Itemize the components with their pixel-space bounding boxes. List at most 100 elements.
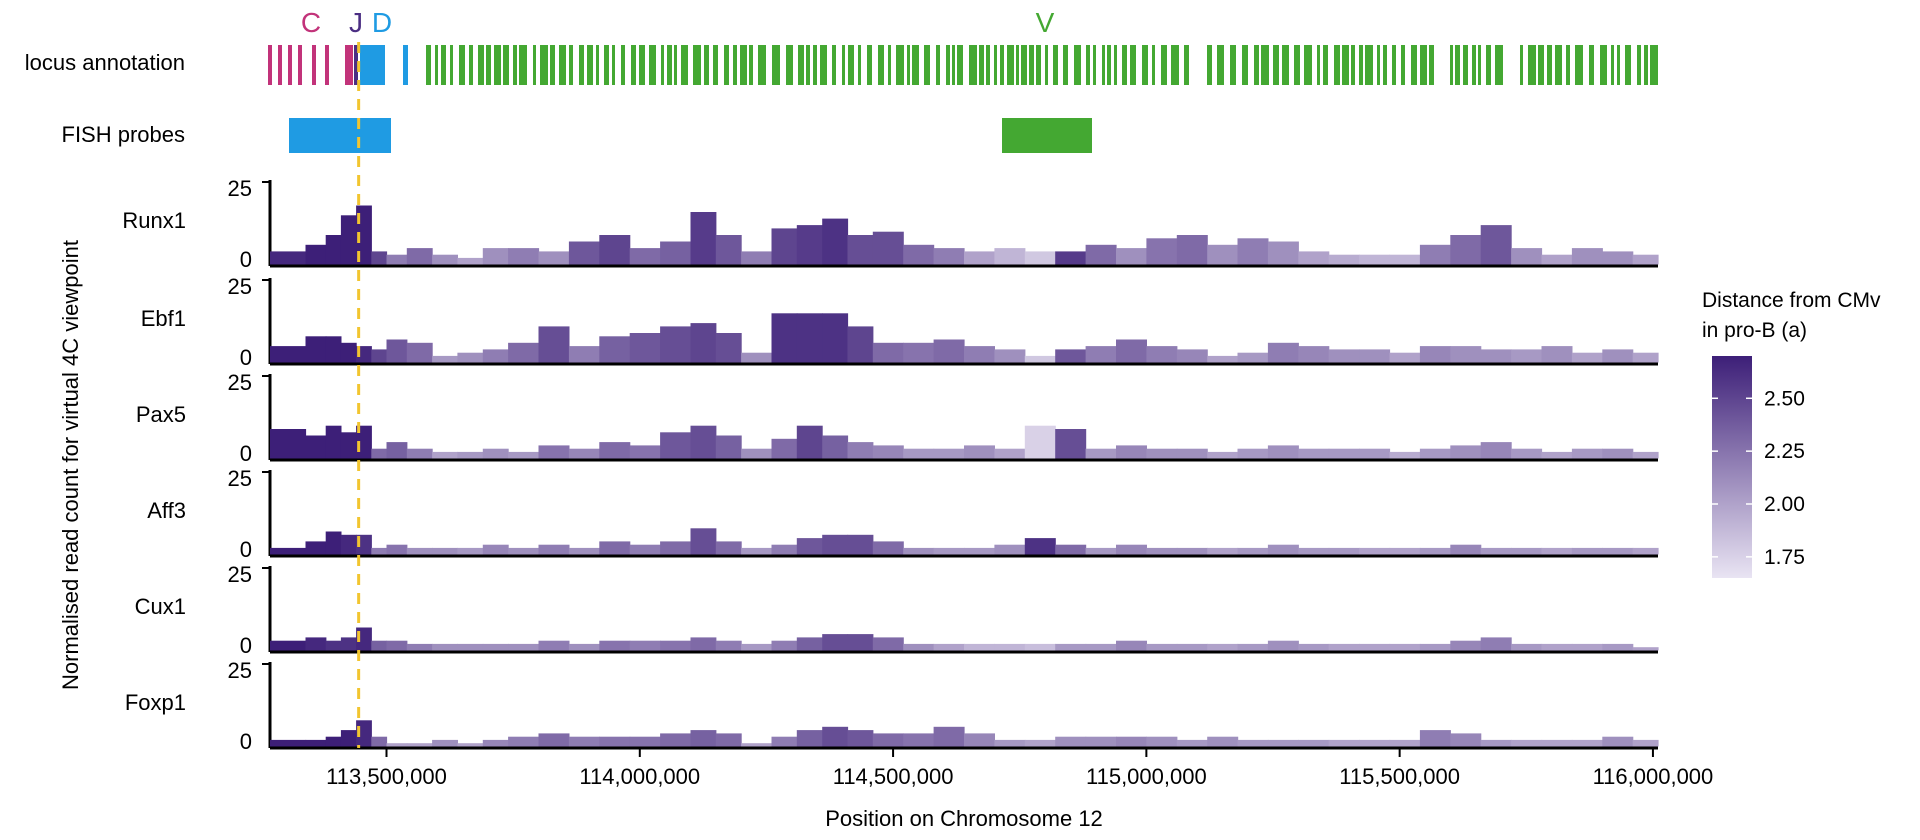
coverage-bin (270, 346, 307, 363)
coverage-bin (1450, 346, 1482, 363)
coverage-bin (1267, 342, 1299, 363)
annotation-bar-variable (1359, 45, 1363, 85)
coverage-bin (1085, 736, 1117, 747)
annotation-bar-constant (288, 45, 292, 85)
annotation-bar-variable (674, 45, 677, 85)
coverage-bin (1024, 425, 1056, 459)
coverage-bin (406, 448, 433, 459)
annotation-bar-variable (459, 45, 465, 85)
annotation-bar-variable (596, 45, 599, 85)
coverage-bin (1328, 349, 1360, 363)
coverage-bin (629, 544, 661, 555)
coverage-bin (822, 218, 849, 265)
annotation-bar-constant (325, 45, 329, 85)
annotation-bar-constant (298, 45, 302, 85)
annotation-bar-variable (1411, 45, 1417, 85)
coverage-bin (1389, 643, 1421, 651)
annotation-bar-variable (813, 45, 817, 85)
segment-label-c: C (301, 7, 321, 38)
coverage-bin (1176, 349, 1208, 363)
coverage-bin (305, 336, 327, 363)
coverage-bin (660, 241, 692, 265)
annotation-bar-variable (1334, 45, 1340, 85)
y-tick-label-25: 25 (228, 370, 252, 395)
coverage-bin (1602, 736, 1634, 747)
coverage-bin (1602, 251, 1634, 265)
coverage-tracks: 250Runx1250Ebf1250Pax5250Aff3250Cux1250F… (122, 176, 1659, 754)
coverage-bin (771, 544, 798, 555)
coverage-bin (1298, 739, 1330, 747)
locus-annotation-bars (268, 45, 1658, 85)
coverage-bin (1541, 547, 1573, 555)
coverage-bin (1541, 254, 1573, 265)
coverage-bin (847, 235, 874, 265)
annotation-bar-variable (1377, 45, 1380, 85)
coverage-bin (872, 637, 904, 651)
coverage-bin (933, 547, 965, 555)
coverage-bin (508, 451, 540, 459)
coverage-bin (1328, 643, 1360, 651)
coverage-bin (1207, 736, 1239, 747)
coverage-bin (538, 326, 570, 363)
annotation-bar-variable (1122, 45, 1127, 85)
y-tick-label-0: 0 (240, 729, 252, 754)
coverage-bin (715, 541, 742, 555)
annotation-bar-variable (912, 45, 919, 85)
annotation-bar-variable (1401, 45, 1405, 85)
coverage-bin (457, 547, 484, 555)
annotation-bar-variable (994, 45, 997, 85)
annotation-bar-variable (1086, 45, 1090, 85)
x-tick-label: 114,000,000 (579, 764, 700, 789)
coverage-bin (1298, 346, 1330, 363)
scale-tick-label: 1.75 (1764, 546, 1805, 569)
coverage-bin (1116, 736, 1147, 747)
coverage-bin (1480, 349, 1512, 363)
coverage-bin (933, 339, 965, 363)
annotation-bar-variable (1230, 45, 1236, 85)
coverage-bin (1055, 429, 1087, 459)
coverage-bin (715, 733, 742, 747)
annotation-bar-variable (772, 45, 780, 85)
annotation-bar-variable (704, 45, 709, 85)
annotation-bar-variable (924, 45, 930, 85)
coverage-bin (538, 251, 570, 265)
coverage-bin (386, 442, 408, 459)
track-pax5: 25 0 Pax5 (136, 370, 1659, 466)
y-axis-title: Normalised read count for virtual 4C vie… (58, 240, 83, 690)
annotation-bar-variable (1184, 45, 1189, 85)
coverage-bin (964, 346, 995, 363)
coverage-bin (1176, 448, 1208, 459)
coverage-bin (1146, 346, 1178, 363)
annotation-bar-variable (631, 45, 636, 85)
coverage-bin (690, 425, 717, 459)
coverage-bin (568, 241, 600, 265)
coverage-bin (964, 251, 995, 265)
annotation-bar-variable (1021, 45, 1027, 85)
coverage-bin (325, 336, 342, 363)
coverage-bin (964, 643, 995, 651)
coverage-bin (406, 743, 433, 747)
coverage-bin (1632, 547, 1659, 555)
annotation-bar-variable (435, 45, 438, 85)
coverage-bin (796, 730, 823, 747)
annotation-bar-variable (786, 45, 793, 85)
coverage-bin (1541, 739, 1573, 747)
coverage-bin (796, 225, 823, 265)
coverage-bin (1176, 739, 1208, 747)
annotation-bar-variable (513, 45, 517, 85)
coverage-bin (270, 739, 307, 747)
annotation-bar-variable (494, 45, 501, 85)
annotation-bar-variable (806, 45, 810, 85)
annotation-bar-variable (661, 45, 664, 85)
coverage-bin (1480, 225, 1512, 265)
coverage-bin (715, 435, 742, 459)
annotation-bar-variable (1045, 45, 1048, 85)
coverage-bin (933, 643, 965, 651)
coverage-bin (822, 634, 849, 651)
coverage-bin (964, 547, 995, 555)
coverage-bin (432, 254, 458, 265)
coverage-bin (1298, 448, 1330, 459)
coverage-bin (340, 215, 357, 265)
coverage-bin (325, 425, 342, 459)
annotation-bar-variable (569, 45, 573, 85)
